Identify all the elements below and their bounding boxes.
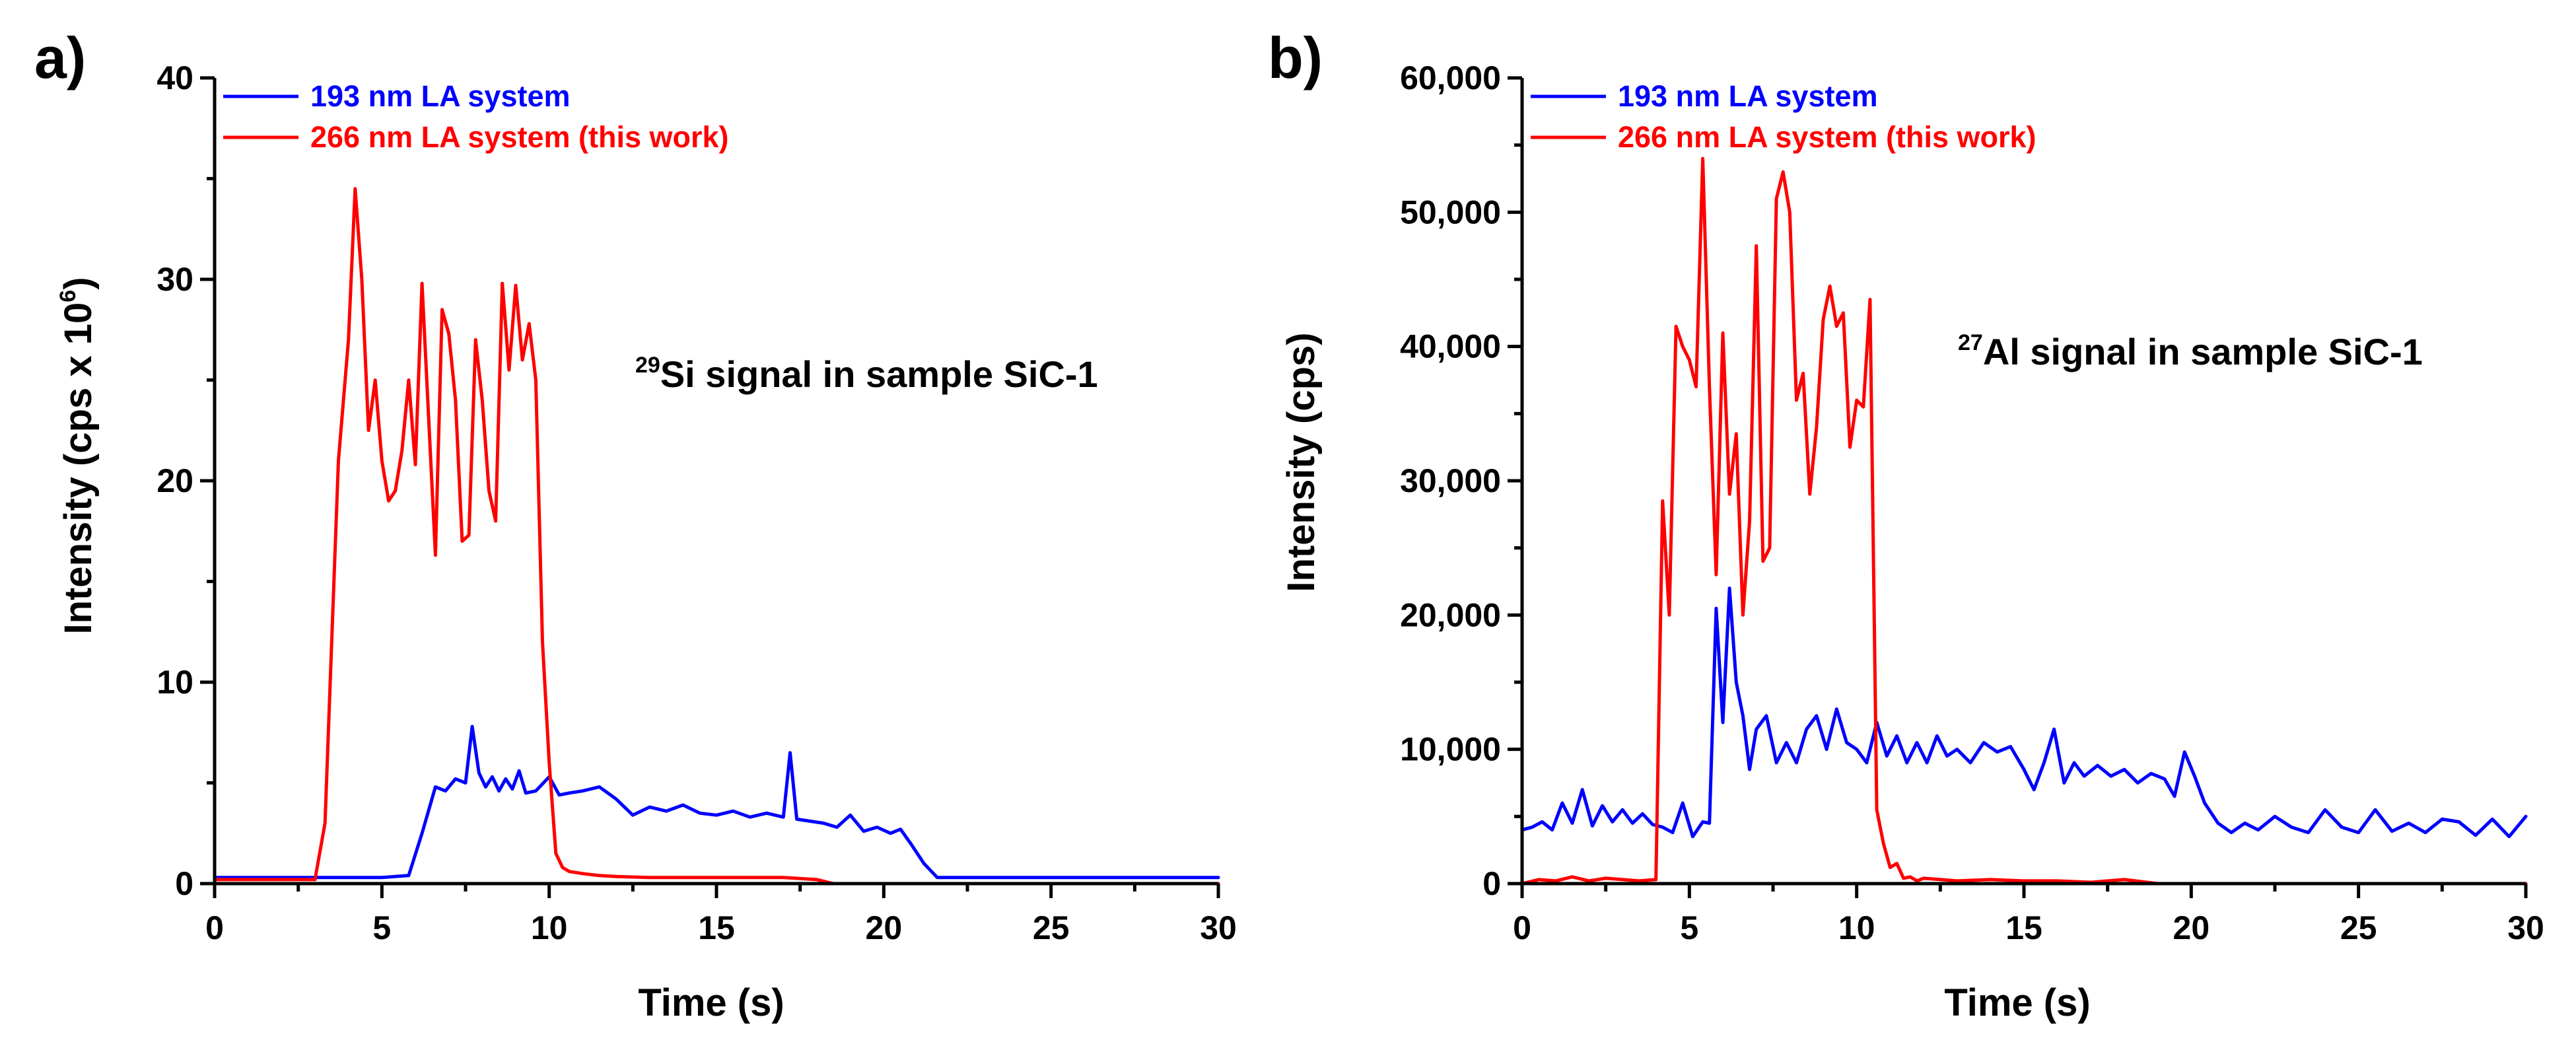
panel-b-ytick-label: 10,000: [1400, 731, 1501, 768]
panel-a-ytick-label: 40: [157, 59, 193, 96]
panel-a: a) 0 5 10 15 20 25 30 0 10 20 30 40 Time (s) Intens…: [34, 25, 1237, 1024]
panel-a-ytick-label: 30: [157, 261, 193, 298]
panel-b-xtick-label: 5: [1680, 909, 1698, 946]
panel-b-ylabel: Intensity (cps): [1280, 332, 1323, 592]
panel-b-legend: 193 nm LA system 266 nm LA system (this …: [1531, 79, 2036, 154]
panel-b-legend-label-266: 266 nm LA system (this work): [1618, 120, 2036, 154]
panel-a-series-193nm-line: [213, 724, 1220, 880]
panel-b-ytick-label: 0: [1482, 865, 1501, 902]
panel-a-annotation: 29Si signal in sample SiC-1: [635, 353, 1098, 395]
panel-b-annotation: 27Al signal in sample SiC-1: [1958, 330, 2423, 372]
panel-a-xtick-label: 10: [531, 909, 568, 946]
panel-b-xtick-label: 0: [1513, 909, 1531, 946]
panel-a-legend: 193 nm LA system 266 nm LA system (this …: [223, 79, 729, 154]
panel-b-xtick-label: 20: [2173, 909, 2210, 946]
panel-a-legend-label-266: 266 nm LA system (this work): [310, 120, 729, 154]
panel-b-ytick-label: 30,000: [1400, 462, 1501, 499]
panel-a-ytick-label: 10: [157, 664, 193, 701]
panel-a-xlabel: Time (s): [638, 981, 784, 1024]
panel-b-ytick-label: 50,000: [1400, 193, 1501, 230]
panel-b-legend-label-193: 193 nm LA system: [1618, 79, 1878, 113]
panel-b-series-266nm-line: [1520, 157, 2528, 886]
panel-b-xtick-label: 30: [2507, 909, 2544, 946]
panel-b-ytick-label: 20,000: [1400, 596, 1501, 633]
panel-b-xtick-label: 25: [2340, 909, 2377, 946]
panel-b-plot-area: 0 5 10 15 20 25 30 0 10,000 20,000 30,000 40,000 50,…: [1400, 59, 2544, 946]
panel-a-xtick-label: 5: [372, 909, 391, 946]
panel-b-xtick-label: 10: [1838, 909, 1875, 946]
panel-a-ytick-label: 20: [157, 462, 193, 499]
panel-b-xtick-label: 15: [2005, 909, 2042, 946]
panel-a-legend-label-193: 193 nm LA system: [310, 79, 571, 113]
panel-b-ytick-label: 60,000: [1400, 59, 1501, 96]
panel-a-xtick-label: 25: [1033, 909, 1070, 946]
panel-b: b) 0 5 10 15 20 25 30 0 10,000 20,000 30,000 40,000…: [1268, 25, 2544, 1024]
panel-a-plot-area: 0 5 10 15 20 25 30 0 10 20 30 40: [157, 59, 1236, 946]
panel-a-ylabel: Intensity (cps x 106): [55, 277, 100, 634]
panel-b-label: b): [1268, 25, 1323, 90]
panel-a-ytick-label: 0: [175, 865, 193, 902]
panel-a-series-266nm-line: [213, 187, 1220, 886]
panel-a-xtick-label: 30: [1200, 909, 1237, 946]
panel-a-xtick-label: 20: [866, 909, 903, 946]
panel-a-xtick-label: 15: [698, 909, 735, 946]
panel-b-xlabel: Time (s): [1944, 981, 2090, 1024]
panel-a-label: a): [34, 25, 86, 90]
panel-b-ytick-label: 40,000: [1400, 328, 1501, 365]
panel-b-series-193nm-line: [1520, 586, 2528, 839]
panel-a-xtick-label: 0: [205, 909, 224, 946]
